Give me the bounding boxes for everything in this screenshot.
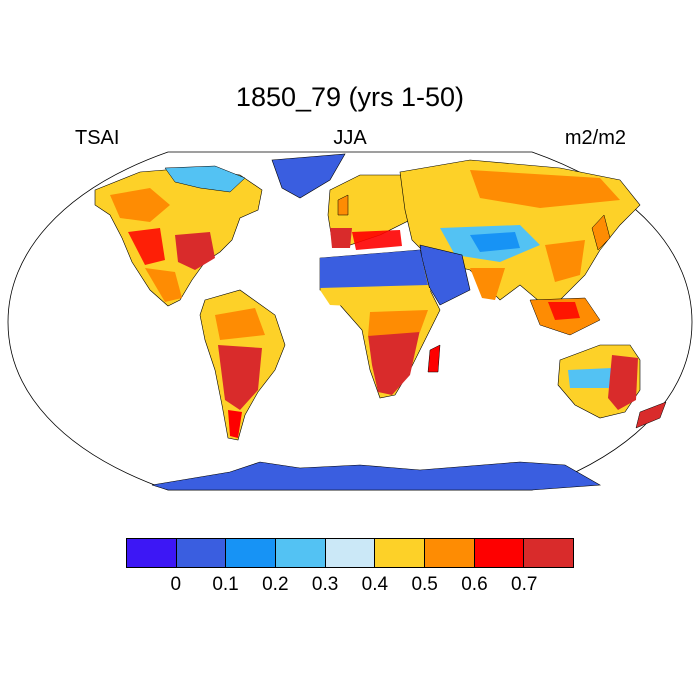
region-sahel bbox=[320, 288, 432, 310]
colorbar bbox=[126, 538, 575, 568]
region-southern-africa bbox=[368, 330, 420, 395]
land-madagascar bbox=[427, 344, 441, 373]
colorbar-tick-label: 0.5 bbox=[411, 574, 438, 595]
colorbar-swatch bbox=[126, 538, 177, 568]
region-south-america-south bbox=[228, 410, 242, 438]
land-japan bbox=[591, 214, 611, 251]
land-new-zealand bbox=[635, 401, 667, 429]
region-east-asia bbox=[545, 240, 585, 282]
region-australia-interior bbox=[568, 368, 612, 388]
colorbar-swatch bbox=[374, 538, 426, 568]
colorbar-swatch bbox=[424, 538, 475, 568]
region-eastern-australia bbox=[608, 355, 638, 410]
region-sahara bbox=[320, 250, 428, 288]
colorbar-tick-label: 0.7 bbox=[511, 574, 538, 595]
region-canadian-arctic bbox=[164, 165, 246, 193]
season-label: JJA bbox=[333, 127, 367, 149]
colorbar-tick-label: 0.4 bbox=[361, 574, 389, 595]
region-mexico bbox=[145, 268, 182, 302]
colorbar-swatch bbox=[275, 538, 326, 568]
region-southeast-asia-red bbox=[548, 302, 580, 320]
region-iberia bbox=[330, 228, 352, 248]
region-eastern-us bbox=[175, 232, 215, 270]
region-southern-south-america bbox=[218, 345, 262, 410]
colorbar-tick-label: 0 bbox=[170, 574, 182, 595]
colorbar-labels: 0 0.1 0.2 0.3 0.4 0.5 0.6 0.7 bbox=[0, 574, 700, 600]
colorbar-tick-label: 0.1 bbox=[212, 574, 239, 595]
colorbar-swatch bbox=[473, 538, 525, 568]
region-mediterranean bbox=[352, 230, 402, 250]
region-india bbox=[470, 268, 505, 300]
region-amazon bbox=[215, 308, 265, 340]
land-europe bbox=[327, 174, 421, 246]
colorbar-swatch bbox=[175, 538, 227, 568]
colorbar-swatch bbox=[523, 538, 575, 568]
region-western-us bbox=[128, 228, 165, 265]
colorbar-swatch bbox=[225, 538, 277, 568]
map-title: 1850_79 (yrs 1-50) bbox=[235, 82, 465, 112]
region-central-asia-core bbox=[470, 232, 520, 252]
land-antarctica bbox=[151, 461, 602, 491]
colorbar-swatch bbox=[324, 538, 376, 568]
region-boreal-na bbox=[110, 188, 170, 222]
land-greenland bbox=[271, 153, 346, 199]
colorbar-tick-label: 0.3 bbox=[311, 574, 339, 595]
land-uk bbox=[337, 194, 349, 216]
region-southern-africa-orange bbox=[368, 310, 428, 336]
colorbar-tick-label: 0.6 bbox=[461, 574, 488, 595]
variable-label: TSAI bbox=[75, 127, 120, 149]
colorbar-tick-label: 0.2 bbox=[262, 574, 289, 595]
region-siberia bbox=[470, 170, 620, 208]
units-label: m2/m2 bbox=[564, 127, 626, 149]
